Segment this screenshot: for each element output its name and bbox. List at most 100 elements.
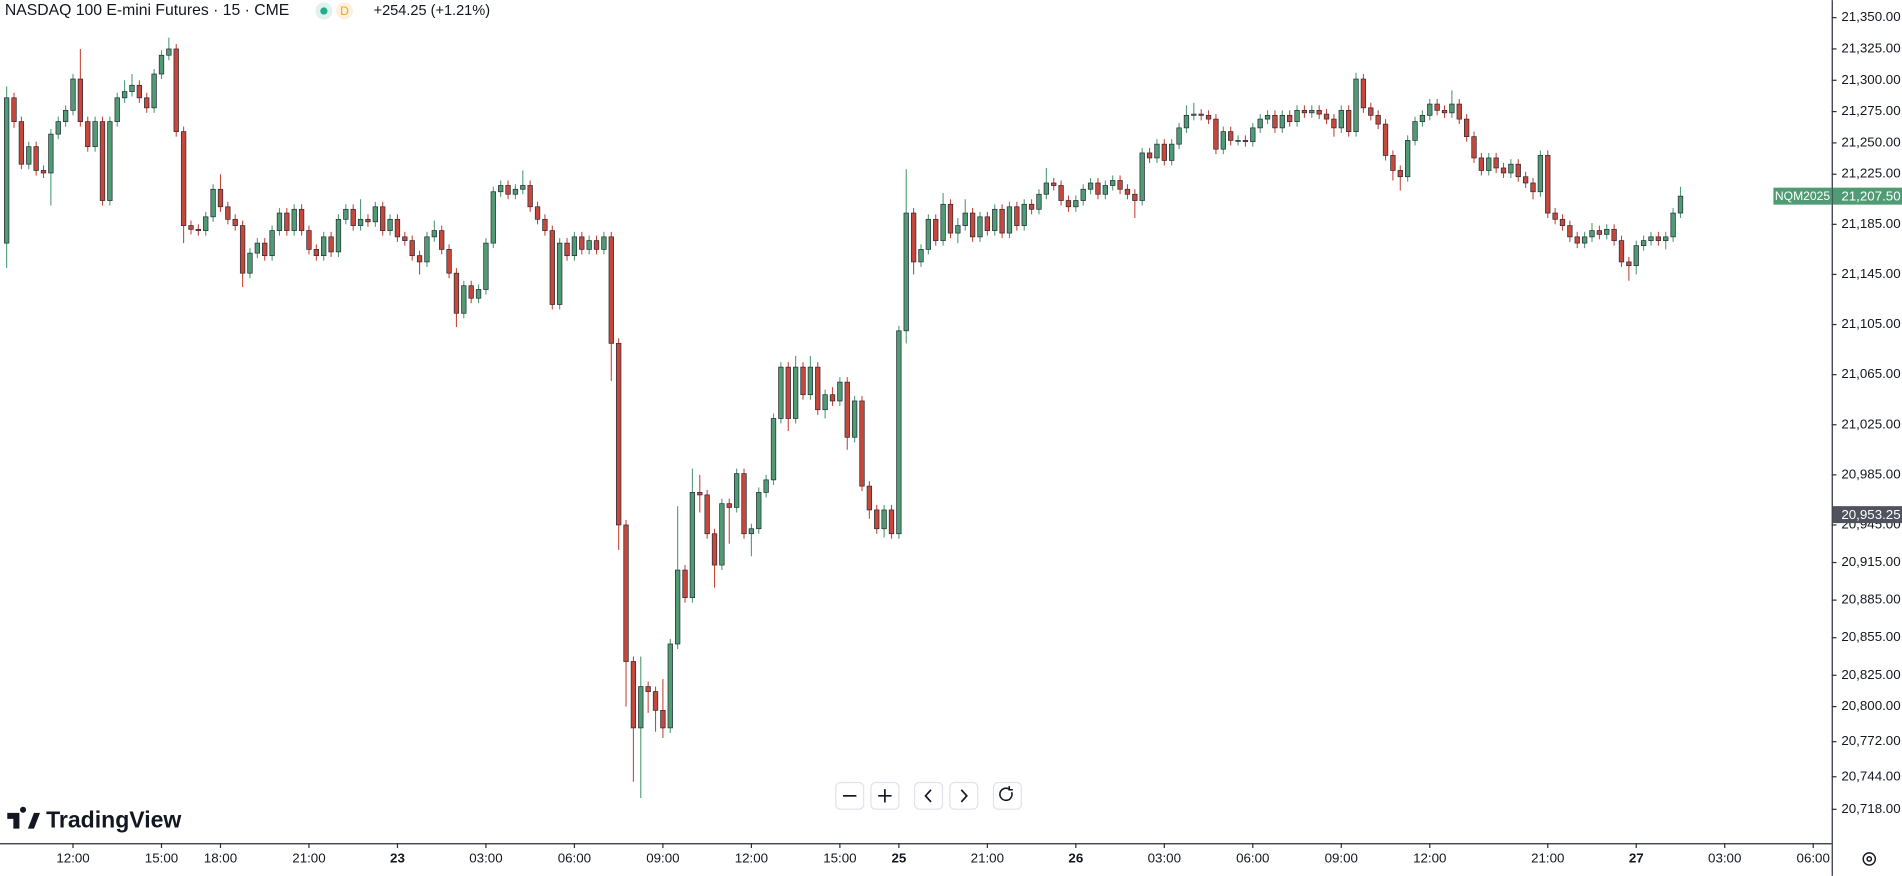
candle-body (1626, 261, 1632, 267)
candle-body (1139, 152, 1145, 201)
candle-body (837, 381, 843, 402)
delay-letter: D (340, 4, 349, 18)
candle-body (756, 492, 762, 530)
candle-body (579, 236, 585, 250)
candle-body (321, 236, 327, 257)
candle-body (1102, 185, 1108, 195)
candle-body (144, 97, 150, 109)
candle-body (1522, 176, 1529, 184)
candle-body (697, 492, 703, 496)
candle-body (999, 208, 1005, 234)
candle-body (453, 272, 460, 314)
candle-body (70, 78, 76, 111)
candle-body (1235, 140, 1241, 142)
candle-body (166, 48, 172, 56)
candle-body (188, 225, 194, 230)
candle-body (446, 249, 452, 274)
candle-body (1250, 127, 1256, 143)
candle-body (365, 218, 371, 223)
candle-body (881, 509, 887, 530)
candle-body (99, 121, 106, 201)
candle-body (475, 289, 482, 299)
reset-button[interactable] (992, 781, 1022, 810)
candle-body (1530, 182, 1536, 193)
candle-body (874, 509, 880, 530)
candle-body (571, 236, 578, 257)
candle-body (616, 342, 622, 526)
x-tick-label: 12:00 (1413, 850, 1446, 865)
candle-body (1087, 182, 1094, 190)
y-tick-label: 20,772.00 (1841, 733, 1900, 748)
settings-button[interactable] (1862, 852, 1877, 866)
y-tick-label: 21,225.00 (1841, 166, 1900, 181)
candle-body (1279, 114, 1285, 129)
candle-body (26, 146, 32, 165)
candle-body (394, 218, 401, 238)
y-tick-label: 20,855.00 (1841, 629, 1900, 644)
candle-body (1051, 182, 1057, 186)
candle-body (232, 218, 238, 226)
candle-body (1161, 143, 1167, 161)
x-tick-label: 09:00 (646, 850, 679, 865)
y-tick-label: 21,065.00 (1841, 366, 1900, 381)
candle-body (557, 242, 563, 305)
candle-body (1205, 114, 1212, 120)
candle-body (62, 109, 69, 122)
x-tick-label: 21:00 (971, 850, 1004, 865)
candle-body (1272, 114, 1278, 129)
candle-body (409, 240, 415, 257)
candle-body (770, 418, 777, 481)
x-tick-label: 03:00 (469, 850, 502, 865)
candle-body (977, 216, 983, 238)
scroll-right-button[interactable] (949, 781, 979, 810)
candle-body (785, 366, 791, 419)
candle-body (254, 242, 260, 254)
candle-body (402, 236, 408, 241)
candle-body (969, 212, 976, 238)
candle-body (1058, 185, 1064, 201)
x-tick-label: 12:00 (735, 850, 768, 865)
plot (3, 37, 1684, 799)
candle-body (807, 366, 814, 396)
logo: TradingView (7, 806, 181, 832)
candle-body (1611, 228, 1617, 241)
candle-body (1198, 113, 1204, 116)
y-tick-label: 20,800.00 (1841, 698, 1900, 713)
candle-body (350, 208, 356, 226)
candle-body (1028, 203, 1035, 210)
candle-body (1537, 155, 1544, 193)
candle-body (763, 479, 769, 493)
candle-body (549, 230, 555, 305)
symbol-tag-bg (1773, 187, 1832, 205)
candle-body (896, 330, 902, 535)
candle-body (711, 533, 718, 566)
candle-body (1368, 107, 1374, 116)
candle-body (719, 503, 725, 566)
candle-body (121, 91, 128, 99)
candle-body (1124, 188, 1131, 195)
candle-body (962, 212, 968, 226)
candle-body (918, 249, 924, 263)
candle-body (107, 121, 113, 201)
candle-body (1449, 103, 1455, 114)
candle-body (1257, 118, 1263, 129)
candle-body (33, 146, 39, 171)
candle-body (822, 394, 828, 411)
candle-body (151, 73, 157, 109)
y-tick-label: 21,275.00 (1841, 103, 1900, 118)
candle-body (859, 400, 865, 487)
scroll-left-button[interactable] (914, 781, 944, 810)
candle-body (1309, 109, 1315, 114)
candle-body (815, 366, 821, 411)
candle-body (1220, 131, 1226, 150)
candle-body (1006, 206, 1013, 234)
candle-body (1036, 193, 1042, 210)
candle-body (173, 48, 179, 132)
candle-body (210, 188, 216, 218)
candle-body (1176, 127, 1182, 145)
candle-body (114, 97, 120, 122)
candle-body (1331, 118, 1337, 129)
candle-body (1405, 140, 1411, 178)
candle-body (593, 240, 600, 250)
